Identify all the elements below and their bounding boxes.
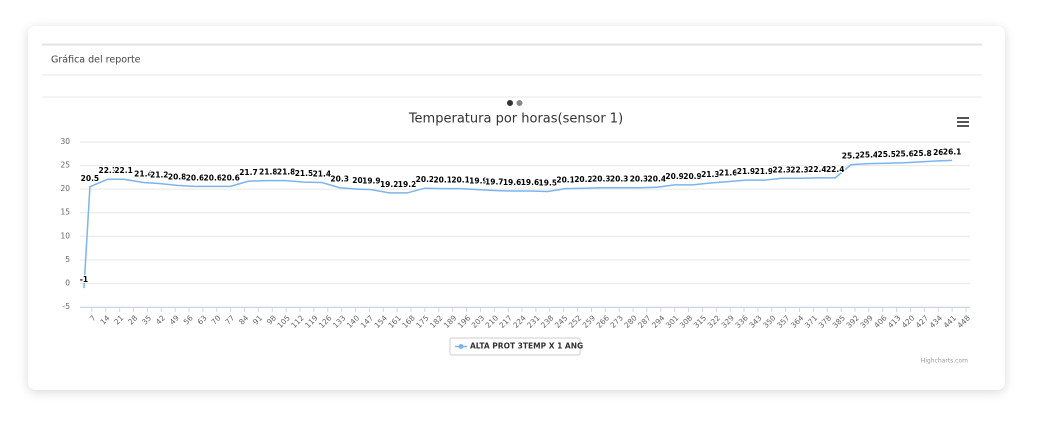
data-label: 25.5 — [877, 150, 896, 159]
data-label: 21.5 — [295, 169, 314, 178]
y-tick-label: 25 — [60, 161, 70, 170]
data-label: 25.6 — [895, 150, 914, 159]
data-label: 19.6 — [521, 178, 540, 187]
data-label: 20.6 — [221, 173, 240, 182]
data-label: 25.8 — [913, 149, 932, 158]
credits[interactable]: Highcharts.com — [921, 358, 968, 365]
data-label: 21.8 — [259, 168, 278, 177]
data-label: 20.9 — [665, 172, 684, 181]
legend-symbol — [458, 344, 464, 349]
x-tick-label: 7 — [88, 313, 98, 323]
data-label: 22.1 — [98, 166, 117, 175]
y-tick-label: 15 — [60, 208, 70, 217]
data-label: 20.8 — [168, 172, 187, 181]
y-tick-label: -5 — [63, 302, 71, 311]
data-label: 26.1 — [943, 147, 962, 156]
data-label: 20 — [352, 176, 362, 185]
data-label: 21.6 — [719, 169, 738, 178]
data-label: 20.1 — [556, 176, 575, 185]
card — [28, 26, 1005, 390]
data-label: 21.2 — [150, 170, 169, 179]
data-label: 19.9 — [362, 177, 381, 186]
data-label: 20.3 — [610, 175, 629, 184]
data-label: 19.9 — [469, 177, 488, 186]
data-label: 25.4 — [860, 151, 879, 160]
data-label: 20.2 — [574, 175, 593, 184]
data-label: 21.4 — [134, 170, 153, 179]
y-tick-label: 20 — [60, 184, 70, 193]
data-label: 21.8 — [277, 168, 296, 177]
data-label: 20.6 — [186, 173, 205, 182]
data-label: 20.1 — [433, 176, 452, 185]
data-label: -1 — [80, 275, 88, 284]
data-label: 21.9 — [737, 167, 756, 176]
data-label: 19.6 — [503, 178, 522, 187]
data-label: 21.9 — [755, 167, 774, 176]
data-label: 19.2 — [380, 180, 399, 189]
legend-box — [449, 337, 581, 356]
data-label: 22.4 — [826, 165, 845, 174]
carousel-dot[interactable] — [516, 100, 523, 106]
menu-button[interactable] — [957, 117, 969, 127]
data-label: 21.3 — [701, 170, 720, 179]
data-label: 22.3 — [790, 165, 809, 174]
data-label: 19.7 — [485, 178, 504, 187]
data-label: 22.4 — [808, 165, 827, 174]
data-label: 20.3 — [330, 175, 349, 184]
data-label: 20.1 — [451, 176, 470, 185]
data-label: 20.5 — [81, 174, 100, 183]
data-label: 20.9 — [683, 172, 702, 181]
data-label: 22.1 — [114, 166, 133, 175]
carousel-dot[interactable] — [507, 100, 513, 106]
series-line — [83, 159, 953, 289]
data-label: 21.7 — [239, 168, 258, 177]
data-label: 20.3 — [592, 175, 611, 184]
y-tick-label: 10 — [60, 231, 70, 240]
data-label: 20.6 — [204, 173, 223, 182]
y-tick-label: 0 — [65, 278, 70, 287]
y-tick-label: 30 — [60, 137, 70, 146]
data-label: 26 — [933, 148, 943, 157]
data-label: 22.3 — [772, 165, 791, 174]
legend-label[interactable]: ALTA PROT 3TEMP X 1 ANG — [470, 342, 583, 351]
panel-title: Gráfica del reporte — [51, 55, 141, 66]
data-label: 20.2 — [416, 175, 435, 184]
data-label: 19.2 — [398, 180, 417, 189]
data-label: 20.4 — [648, 174, 667, 183]
data-label: 21.4 — [313, 170, 332, 179]
data-label: 20.3 — [630, 175, 649, 184]
chart-title: Temperatura por horas(sensor 1) — [408, 112, 623, 127]
data-label: 19.5 — [539, 179, 558, 188]
data-label: 25.2 — [842, 152, 861, 161]
y-tick-label: 5 — [65, 255, 70, 264]
